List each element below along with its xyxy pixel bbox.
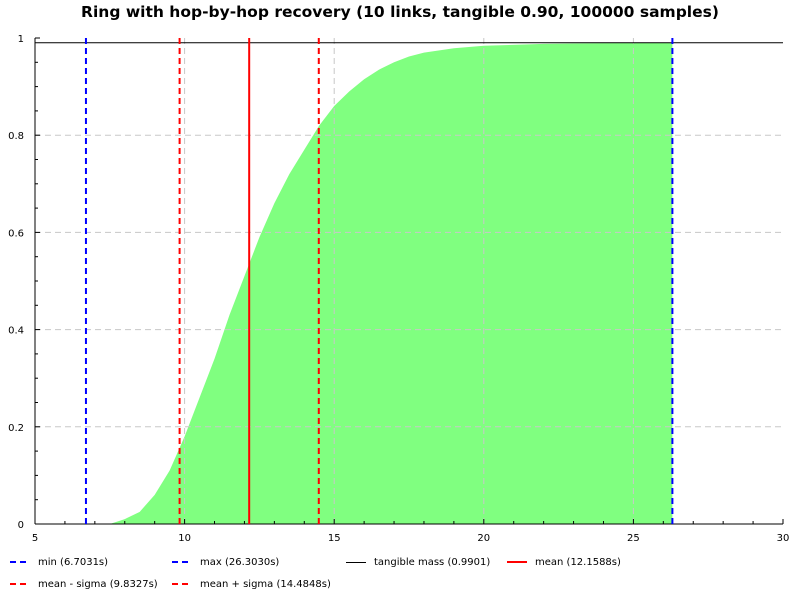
y-tick-label: 1 [18, 34, 24, 45]
legend-label-max: max (26.3030s) [200, 556, 280, 568]
legend-item-tangible-mass: tangible mass (0.9901) [346, 554, 490, 570]
x-tick-label: 30 [777, 533, 790, 544]
chart-title: Ring with hop-by-hop recovery (10 links,… [81, 3, 719, 21]
x-tick-label: 5 [32, 533, 38, 544]
legend-swatch-mean-plus-sigma [172, 583, 192, 585]
legend-item-mean-minus-sigma: mean - sigma (9.8327s) [10, 576, 158, 592]
legend-swatch-min [10, 561, 30, 563]
legend-item-max: max (26.3030s) [172, 554, 279, 570]
legend-swatch-mean-minus-sigma [10, 583, 30, 585]
legend-item-mean: mean (12.1588s) [507, 554, 621, 570]
legend-label-mean: mean (12.1588s) [535, 556, 621, 568]
legend-label-min: min (6.7031s) [38, 556, 109, 568]
legend-swatch-mean [507, 561, 527, 563]
y-tick-label: 0.2 [8, 423, 24, 434]
y-tick-label: 0.8 [8, 131, 24, 142]
y-tick-label: 0 [18, 520, 24, 531]
x-tick-label: 20 [477, 533, 490, 544]
legend-swatch-tangible-mass [346, 561, 366, 563]
legend-swatch-max [172, 561, 192, 563]
x-tick-label: 25 [627, 533, 640, 544]
x-tick-label: 15 [328, 533, 341, 544]
chart-legend: min (6.7031s) max (26.3030s) tangible ma… [0, 548, 800, 600]
legend-label-tangible-mass: tangible mass (0.9901) [374, 556, 491, 568]
legend-label-mean-minus-sigma: mean - sigma (9.8327s) [38, 578, 158, 590]
y-tick-label: 0.4 [8, 326, 24, 337]
legend-item-min: min (6.7031s) [10, 554, 108, 570]
cdf-area [85, 42, 673, 525]
x-tick-label: 10 [178, 533, 191, 544]
legend-item-mean-plus-sigma: mean + sigma (14.4848s) [172, 576, 331, 592]
y-tick-label: 0.6 [8, 228, 24, 239]
legend-label-mean-plus-sigma: mean + sigma (14.4848s) [200, 578, 331, 590]
